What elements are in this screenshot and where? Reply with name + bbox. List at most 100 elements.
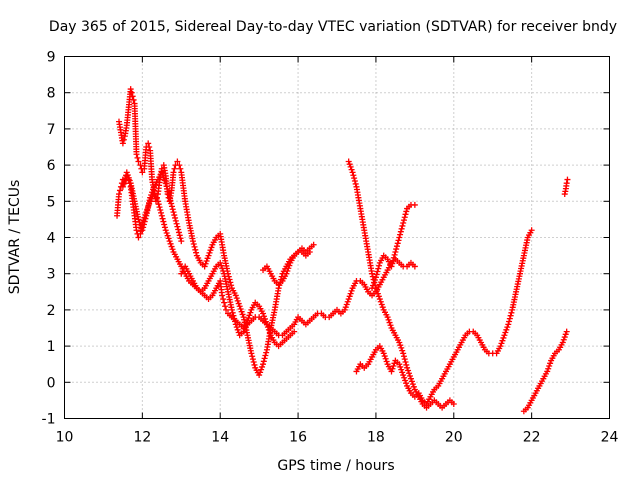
data-point — [160, 174, 167, 181]
data-point — [544, 368, 551, 375]
data-point — [167, 197, 174, 204]
data-point — [351, 175, 358, 182]
x-axis-label: GPS time / hours — [277, 458, 394, 474]
data-point — [191, 243, 198, 250]
data-point — [371, 277, 378, 284]
data-point — [232, 321, 239, 328]
data-point — [450, 401, 457, 408]
data-point — [164, 232, 171, 239]
data-point — [193, 249, 200, 256]
data-point — [150, 186, 157, 193]
data-point — [177, 165, 184, 172]
data-point — [233, 324, 240, 331]
data-point — [403, 208, 410, 215]
data-point — [127, 86, 134, 93]
data-series — [561, 176, 571, 198]
y-tick-label: 4 — [47, 231, 56, 247]
data-point — [250, 359, 257, 366]
data-point — [564, 176, 571, 183]
data-point — [508, 309, 515, 316]
data-point — [406, 370, 413, 377]
data-point — [375, 265, 382, 272]
x-tick-label: 20 — [445, 430, 463, 446]
data-point — [400, 353, 407, 360]
data-point — [120, 136, 127, 143]
data-point — [161, 177, 168, 184]
data-point — [175, 229, 182, 236]
data-series — [119, 169, 185, 245]
data-point — [164, 185, 171, 192]
data-point — [190, 241, 197, 248]
data-point — [158, 212, 165, 219]
data-point — [229, 309, 236, 316]
y-axis-label: SDTVAR / TECUs — [7, 180, 23, 295]
data-point — [263, 321, 270, 328]
plot-frame — [64, 56, 610, 419]
data-point — [135, 158, 142, 165]
data-point — [391, 360, 398, 367]
data-point — [291, 328, 298, 335]
data-point — [163, 229, 170, 236]
x-tick-label: 22 — [523, 430, 541, 446]
data-point — [261, 313, 268, 320]
data-point — [375, 293, 382, 300]
data-point — [388, 368, 395, 375]
data-point — [393, 246, 400, 253]
data-point — [350, 172, 357, 179]
data-point — [169, 246, 176, 253]
data-point — [165, 235, 172, 242]
data-point — [370, 279, 377, 286]
data-point — [231, 315, 238, 322]
data-point — [262, 318, 269, 325]
data-point — [374, 268, 381, 275]
data-point — [376, 296, 383, 303]
data-point — [560, 336, 567, 343]
data-point — [218, 262, 225, 269]
data-point — [176, 232, 183, 239]
data-point — [369, 285, 376, 292]
data-point — [175, 226, 182, 233]
data-point — [245, 315, 252, 322]
x-tick-label: 10 — [56, 430, 74, 446]
x-tick-label: 24 — [601, 430, 619, 446]
data-point — [398, 366, 405, 373]
data-point — [260, 310, 267, 317]
data-point — [402, 211, 409, 218]
data-point — [160, 218, 167, 225]
data-point — [128, 89, 135, 96]
data-point — [223, 306, 230, 313]
data-point — [501, 332, 508, 339]
data-point — [170, 169, 177, 176]
data-point — [251, 361, 258, 368]
data-point — [203, 258, 210, 265]
data-point — [393, 243, 400, 250]
data-point — [395, 237, 402, 244]
x-tick-label: 14 — [211, 430, 229, 446]
data-point — [116, 187, 123, 194]
data-point — [502, 329, 509, 336]
data-point — [159, 172, 166, 179]
data-point — [407, 375, 414, 382]
data-point — [141, 218, 148, 225]
data-point — [140, 224, 147, 231]
data-point — [384, 314, 391, 321]
data-point — [237, 305, 244, 312]
data-point — [169, 206, 176, 213]
data-point — [283, 270, 290, 277]
data-point — [547, 360, 554, 367]
data-point — [391, 251, 398, 258]
data-point — [343, 301, 350, 308]
data-point — [390, 254, 397, 261]
data-point — [124, 172, 131, 179]
data-point — [400, 220, 407, 227]
data-point — [503, 326, 510, 333]
data-point — [401, 356, 408, 363]
data-point — [217, 259, 224, 266]
data-point — [369, 270, 376, 277]
data-series — [353, 227, 535, 408]
y-tick-label: 0 — [47, 375, 56, 391]
data-point — [120, 180, 127, 187]
data-point — [233, 295, 240, 302]
data-point — [408, 378, 415, 385]
